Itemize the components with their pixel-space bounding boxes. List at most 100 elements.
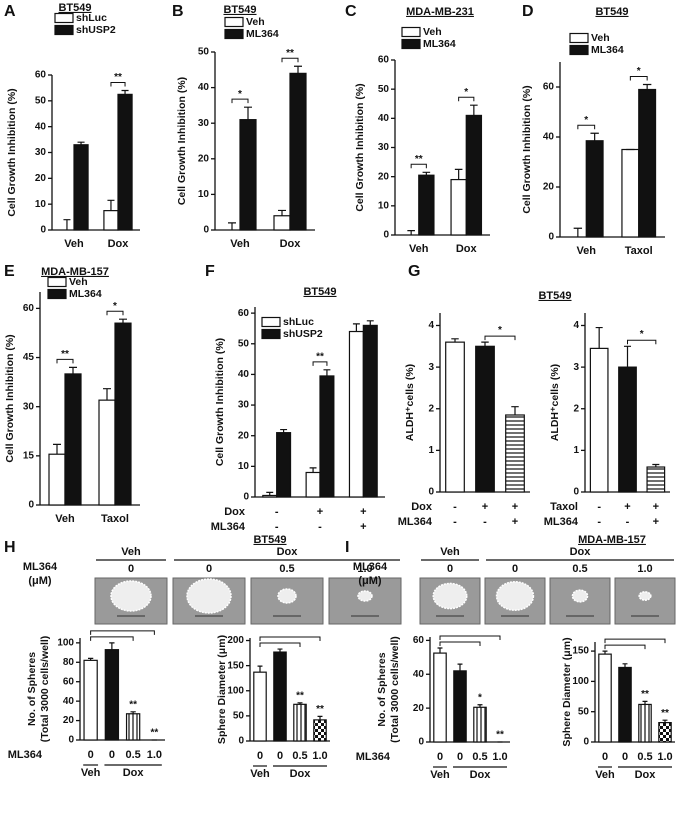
condition-value: 0.5 bbox=[125, 749, 140, 761]
x-tick-label: Veh bbox=[230, 238, 250, 250]
bar bbox=[638, 88, 657, 238]
error-bar bbox=[121, 89, 129, 95]
error-bar bbox=[573, 227, 583, 237]
condition-value: 0.5 bbox=[292, 750, 307, 762]
dose-row-label: (μM) bbox=[358, 575, 382, 587]
y-tick-label: 100 bbox=[227, 685, 244, 696]
condition-value: - bbox=[597, 516, 601, 528]
condition-label: ML364 bbox=[211, 521, 246, 533]
significance-bracket bbox=[439, 641, 481, 647]
significance-bracket bbox=[604, 638, 666, 644]
dose-row-label: ML364 bbox=[23, 561, 58, 573]
y-tick-label: 30 bbox=[23, 401, 35, 412]
y-tick-label: 2 bbox=[573, 403, 579, 414]
bar bbox=[621, 148, 640, 238]
bar bbox=[273, 215, 291, 231]
y-tick-label: 10 bbox=[35, 199, 47, 210]
condition-value: - bbox=[275, 506, 279, 518]
condition-value: - bbox=[453, 501, 457, 513]
error-bar bbox=[87, 657, 94, 661]
condition-value: 0 bbox=[437, 751, 443, 763]
dose-label: 1.0 bbox=[357, 563, 372, 575]
bar bbox=[253, 671, 267, 742]
bar bbox=[598, 653, 612, 743]
y-tick-label: 3 bbox=[428, 362, 434, 373]
y-axis-label: Cell Growth Inhibition (%) bbox=[176, 77, 188, 205]
y-tick-label: 1 bbox=[428, 445, 434, 456]
chart-title: MDA-MB-157 bbox=[41, 266, 109, 278]
significance-bracket bbox=[231, 98, 249, 104]
bar bbox=[73, 144, 89, 231]
legend-swatch bbox=[401, 26, 421, 38]
dose-label: 0 bbox=[447, 563, 453, 575]
panel-label: G bbox=[408, 263, 420, 280]
y-tick-label: 100 bbox=[572, 676, 589, 687]
significance-bracket bbox=[410, 163, 427, 169]
error-bar bbox=[257, 665, 263, 673]
y-tick-label: 40 bbox=[35, 121, 47, 132]
x-tick-label: Veh bbox=[576, 245, 596, 257]
significance-bracket bbox=[627, 339, 657, 345]
y-axis-label: ALDH⁺cells (%) bbox=[549, 364, 561, 441]
condition-value: + bbox=[512, 516, 518, 528]
panel-label: B bbox=[172, 3, 184, 20]
significance-bracket bbox=[577, 124, 596, 130]
condition-value: 0 bbox=[602, 751, 608, 763]
error-bar bbox=[77, 141, 85, 145]
error-bar bbox=[323, 369, 331, 376]
condition-value: - bbox=[483, 516, 487, 528]
error-bar bbox=[278, 209, 286, 216]
error-bar bbox=[407, 230, 415, 235]
sphere bbox=[110, 580, 152, 612]
y-tick-label: 50 bbox=[233, 711, 245, 722]
panel-label: D bbox=[522, 3, 534, 20]
condition-value: + bbox=[317, 506, 323, 518]
y-tick-label: 100 bbox=[57, 637, 74, 648]
y-tick-label: 40 bbox=[238, 369, 250, 380]
error-bar bbox=[595, 326, 603, 349]
y-tick-label: 40 bbox=[198, 82, 210, 93]
y-tick-label: 0 bbox=[548, 232, 554, 243]
significance-bracket bbox=[90, 630, 155, 635]
y-tick-label: 0 bbox=[243, 492, 249, 503]
y-axis-label: No. of Spheres bbox=[376, 652, 388, 726]
sphere bbox=[432, 582, 468, 610]
condition-value: + bbox=[624, 501, 630, 513]
sphere bbox=[571, 589, 589, 603]
group-label: Veh bbox=[595, 769, 615, 781]
legend-swatch bbox=[569, 32, 589, 44]
bar bbox=[475, 345, 495, 493]
y-tick-label: 3 bbox=[573, 362, 579, 373]
bar bbox=[239, 119, 257, 231]
panel-label: H bbox=[4, 539, 16, 556]
bar bbox=[646, 466, 666, 493]
bar bbox=[473, 706, 487, 743]
significance-label: ** bbox=[415, 154, 423, 165]
condition-value: + bbox=[653, 516, 659, 528]
error-bar bbox=[622, 663, 628, 668]
sphere-image bbox=[614, 577, 676, 625]
y-tick-label: 60 bbox=[543, 82, 555, 93]
significance-bracket bbox=[629, 76, 648, 81]
significance-bracket bbox=[106, 310, 124, 316]
y-axis-label: No. of Spheres bbox=[26, 652, 38, 726]
y-tick-label: 4 bbox=[428, 320, 434, 331]
error-bar bbox=[294, 65, 302, 74]
x-tick-label: Dox bbox=[456, 243, 478, 255]
bar bbox=[445, 341, 465, 493]
bar bbox=[273, 651, 287, 742]
error-bar bbox=[602, 650, 608, 655]
significance-label: ** bbox=[496, 730, 504, 741]
legend-swatch bbox=[54, 24, 74, 36]
chart-title: BT549 bbox=[538, 290, 571, 302]
image-group-label: Veh bbox=[121, 546, 141, 558]
error-bar bbox=[470, 104, 478, 116]
error-bar bbox=[69, 366, 77, 374]
condition-value: 0.5 bbox=[637, 751, 652, 763]
legend-swatch bbox=[261, 316, 281, 328]
error-bar bbox=[107, 199, 115, 211]
group-label: Dox bbox=[290, 768, 312, 780]
y-axis-label: Sphere Diameter (μm) bbox=[561, 637, 573, 746]
y-tick-label: 0 bbox=[40, 225, 46, 236]
significance-label: ** bbox=[114, 72, 122, 83]
